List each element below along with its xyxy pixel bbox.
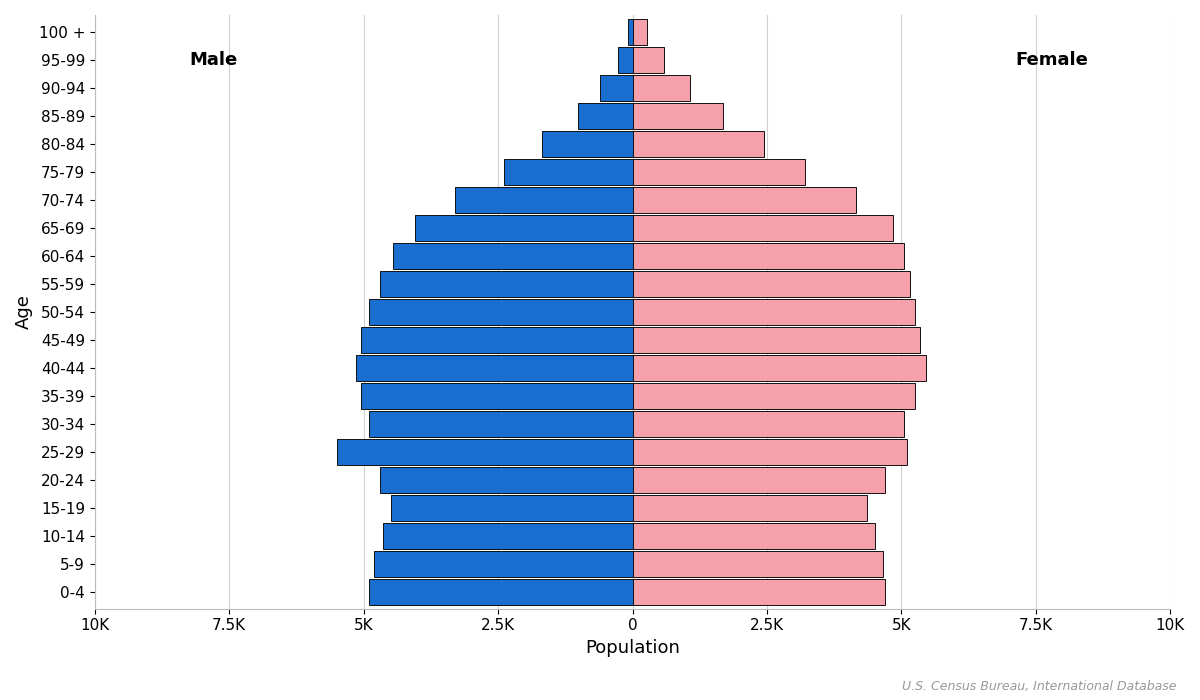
Bar (618, 47, 632, 73)
Bar (361, 327, 632, 353)
Bar (632, 439, 907, 465)
Bar (632, 159, 805, 185)
Bar (632, 75, 690, 101)
Bar (370, 411, 632, 437)
Bar (632, 103, 722, 129)
Bar (455, 187, 632, 213)
Bar (394, 243, 632, 269)
Bar (632, 495, 866, 521)
Bar (632, 327, 920, 353)
Bar (632, 299, 914, 325)
Bar (390, 495, 632, 521)
Bar (542, 131, 632, 157)
Text: U.S. Census Bureau, International Database: U.S. Census Bureau, International Databa… (901, 680, 1176, 693)
Bar (632, 271, 910, 297)
Bar (355, 355, 632, 381)
Bar (415, 215, 632, 241)
Bar (577, 103, 632, 129)
Y-axis label: Age: Age (14, 295, 32, 329)
Bar (632, 215, 894, 241)
Bar (628, 19, 632, 45)
Bar (337, 439, 632, 465)
Bar (632, 579, 886, 605)
Text: Female: Female (1015, 51, 1088, 69)
X-axis label: Population: Population (586, 639, 680, 657)
Bar (632, 19, 647, 45)
Bar (632, 383, 914, 409)
Bar (632, 467, 886, 493)
Bar (383, 523, 632, 549)
Bar (380, 271, 632, 297)
Bar (632, 131, 764, 157)
Bar (504, 159, 632, 185)
Bar (370, 299, 632, 325)
Bar (600, 75, 632, 101)
Bar (632, 243, 904, 269)
Bar (370, 579, 632, 605)
Bar (632, 47, 665, 73)
Bar (632, 411, 904, 437)
Text: Male: Male (188, 51, 238, 69)
Bar (374, 551, 632, 577)
Bar (632, 187, 856, 213)
Bar (380, 467, 632, 493)
Bar (632, 551, 883, 577)
Bar (361, 383, 632, 409)
Bar (632, 523, 875, 549)
Bar (632, 355, 925, 381)
